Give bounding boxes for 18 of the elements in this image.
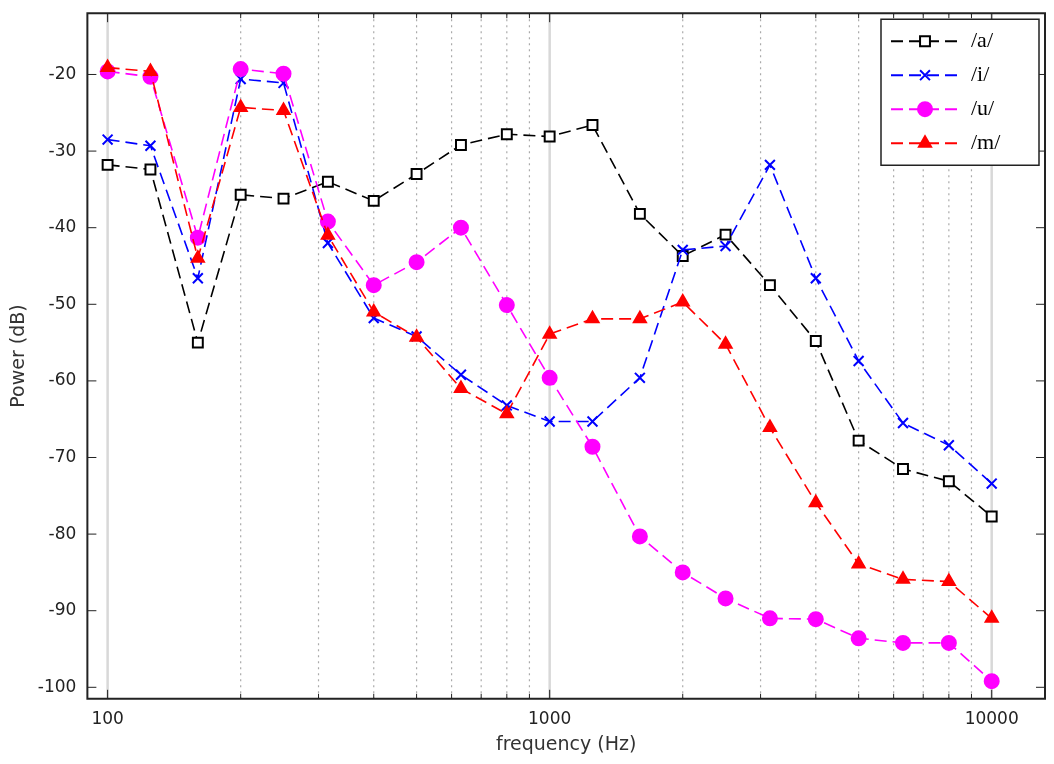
y-tick-label: -70 xyxy=(48,445,77,466)
y-tick-label: -20 xyxy=(48,62,77,83)
x-tick-label: 100 xyxy=(91,708,124,729)
legend-label: /i/ xyxy=(971,60,991,86)
y-tick-label: -60 xyxy=(48,369,77,390)
x-axis-title: frequency (Hz) xyxy=(495,731,637,754)
x-tick-label: 10000 xyxy=(964,708,1019,729)
legend-label: /a/ xyxy=(971,26,994,52)
x-tick-label: 1000 xyxy=(528,708,572,729)
y-tick-label: -90 xyxy=(48,599,77,620)
y-axis-title: Power (dB) xyxy=(6,304,29,408)
y-tick-label: -100 xyxy=(37,675,77,696)
y-tick-label: -80 xyxy=(48,522,77,543)
y-tick-label: -40 xyxy=(48,216,77,237)
legend-label: /u/ xyxy=(971,94,996,120)
y-tick-label: -50 xyxy=(48,292,77,313)
legend-label: /m/ xyxy=(971,128,1002,154)
y-tick-label: -30 xyxy=(48,139,77,160)
